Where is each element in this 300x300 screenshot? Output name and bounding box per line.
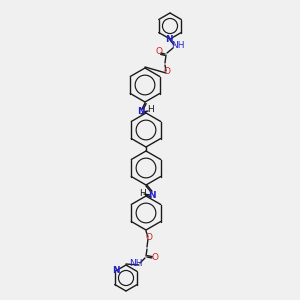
Text: O: O <box>155 47 163 56</box>
Text: NH: NH <box>129 260 143 268</box>
Text: N: N <box>148 190 156 200</box>
Text: NH: NH <box>171 41 185 50</box>
Text: N: N <box>165 35 173 44</box>
Text: O: O <box>164 68 170 76</box>
Text: N: N <box>137 107 145 116</box>
Text: H: H <box>139 188 145 197</box>
Text: O: O <box>152 253 158 262</box>
Text: N: N <box>112 266 120 275</box>
Text: H: H <box>147 106 153 115</box>
Text: O: O <box>146 233 152 242</box>
